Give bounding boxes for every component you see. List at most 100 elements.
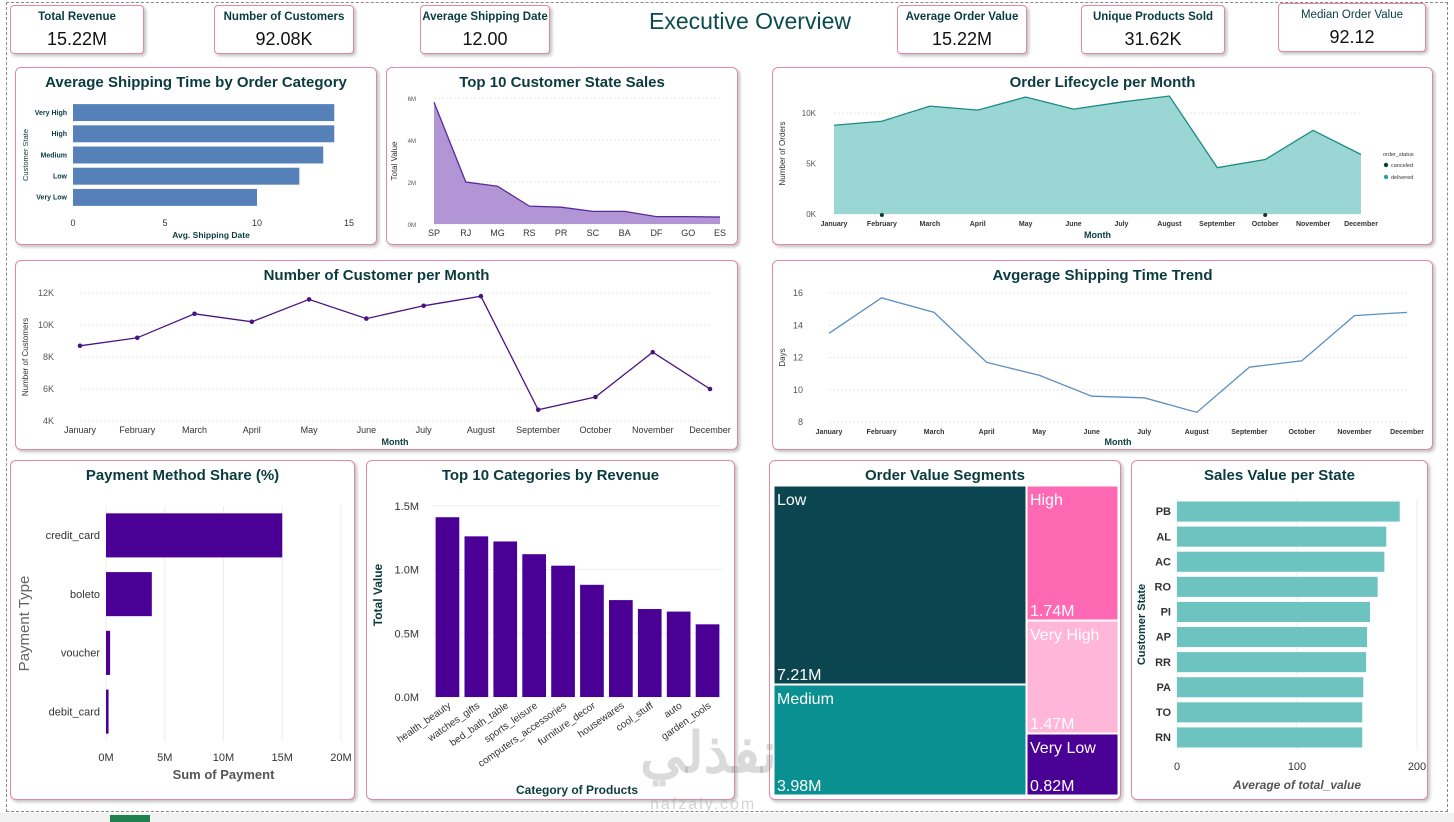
kpi-label: Unique Products Sold (1092, 11, 1214, 23)
bar (666, 611, 691, 697)
data-point (192, 311, 197, 317)
bar (73, 167, 300, 185)
chart-title: Sales Value per State (1204, 467, 1355, 484)
x-tick-label: September (1231, 429, 1267, 436)
data-point (421, 303, 426, 309)
x-tick-label: PR (555, 228, 568, 238)
chart-title: Top 10 Customer State Sales (459, 74, 665, 91)
x-tick-label: March (920, 221, 941, 228)
panel-customers-per-month[interactable]: Number of Customer per Month 4K 6K 8K 10K 12… (15, 260, 738, 450)
chart-avg-shipping-trend: 8 10 12 14 16 January February March April May Jun… (778, 288, 1424, 447)
x-tick-label: October (579, 425, 611, 435)
bar (1177, 576, 1378, 597)
panel-order-value-segments[interactable]: Order Value Segments Low 7.21M Medium 3.98M… (769, 460, 1121, 800)
bar (73, 104, 335, 122)
kpi-value: 31.62K (1124, 29, 1182, 49)
panel-avg-shipping-trend[interactable]: Avgerage Shipping Time Trend 8 10 12 14 16 Ja… (772, 260, 1433, 450)
y-tick-label: 6K (43, 384, 54, 394)
panel-top10-state-sales[interactable]: Top 10 Customer State Sales 0M 2M 4M 6M SP RJ… (386, 67, 738, 245)
x-tick-label: March (182, 425, 207, 435)
series-line (79, 295, 711, 411)
treemap-tile (773, 485, 1027, 685)
x-axis-title: Category of Products (516, 783, 638, 797)
x-tick-label: June (357, 425, 377, 435)
bar (1177, 727, 1363, 748)
kpi-unique-products[interactable]: Unique Products Sold 31.62K (1081, 5, 1225, 54)
treemap-tile (1026, 485, 1119, 621)
y-tick-label: 10 (793, 385, 803, 395)
y-tick-label: 14 (793, 320, 803, 330)
kpi-label: Median Order Value (1300, 9, 1404, 21)
chart-title: Payment Method Share (%) (85, 467, 280, 484)
x-tick-label: July (1137, 429, 1151, 436)
treemap-value: 1.47M (1030, 716, 1074, 733)
panel-order-lifecycle[interactable]: Order Lifecycle per Month 0K 5K 10K January… (772, 67, 1433, 245)
y-tick-label: 4M (408, 139, 416, 145)
category-label: AC (1155, 556, 1171, 568)
kpi-number-of-customers[interactable]: Number of Customers 92.08K (214, 5, 354, 54)
kpi-average-order-value[interactable]: Average Order Value 15.22M (897, 5, 1027, 54)
page-tab[interactable] (110, 815, 150, 822)
category-label: RN (1155, 732, 1171, 744)
kpi-value: 12.00 (462, 29, 508, 49)
bar (106, 572, 152, 617)
x-tick-label: May (1019, 221, 1033, 228)
x-axis-title: Average of total_value (1232, 778, 1361, 792)
x-tick-label: 0M (98, 752, 113, 764)
chart-top10-categories: 0.0M0.5M1.0M1.5Mhealth_beautywatches_gif… (371, 501, 722, 797)
category-label: Medium (41, 152, 67, 159)
category-label: PA (1157, 682, 1172, 694)
x-tick-label: May (1032, 429, 1046, 436)
x-tick-label: 15 (344, 218, 354, 228)
kpi-label: Number of Customers (223, 11, 345, 23)
bar (435, 517, 460, 697)
data-point (1263, 213, 1268, 217)
kpi-median-order-value[interactable]: Median Order Value 92.12 (1278, 3, 1426, 52)
data-point (478, 293, 484, 299)
bar (106, 630, 111, 675)
legend-title: order_status (1383, 152, 1414, 158)
data-point (77, 343, 83, 349)
x-tick-label: June (1084, 429, 1100, 436)
y-tick-label: 10K (38, 320, 54, 330)
kpi-total-revenue[interactable]: Total Revenue 15.22M (10, 5, 144, 54)
x-tick-label: September (1199, 221, 1235, 228)
watermark-arabic: نفذلي (640, 721, 778, 784)
x-tick-label: June (1065, 221, 1081, 228)
category-label: AL (1156, 531, 1171, 543)
panel-avg-shipping-category[interactable]: Average Shipping Time by Order Category … (15, 67, 377, 245)
panel-payment-share[interactable]: Payment Method Share (%) 0M 5M 10M 15M 20M cr… (10, 460, 355, 800)
x-tick-label: April (970, 221, 986, 228)
panel-top10-categories[interactable]: Top 10 Categories by Revenue 0.0M 0.5M 1.0… (366, 460, 735, 800)
chart-sales-per-state: 0 100 200 PB AL AC RO PI AP RR PA TO RN Average of to… (1136, 499, 1426, 792)
bar (1177, 702, 1363, 723)
x-tick-label: 0 (70, 218, 75, 228)
panel-sales-per-state[interactable]: Sales Value per State 0 100 200 PB AL AC RO PI A… (1131, 460, 1428, 800)
legend-label: canceled (1391, 163, 1413, 169)
y-tick-label: 1.5M (395, 501, 419, 513)
treemap-tile (773, 684, 1027, 796)
y-tick-label: 5K (806, 160, 816, 169)
x-tick-label: 200 (1408, 761, 1426, 773)
category-label: High (51, 131, 67, 138)
category-label: TO (1156, 707, 1172, 719)
bar (464, 536, 489, 697)
x-tick-label: August (1185, 429, 1210, 436)
x-tick-label: February (867, 221, 897, 228)
bar (609, 600, 633, 697)
watermark-latin: nafzaly.com (650, 796, 757, 813)
y-tick-label: 12 (793, 353, 803, 363)
data-point (134, 335, 140, 341)
chart-title: Order Value Segments (864, 467, 1026, 484)
series-line (828, 297, 1408, 414)
bar (1177, 526, 1387, 547)
x-tick-label: 20M (330, 752, 351, 764)
category-label: credit_card (46, 530, 100, 542)
chart-order-value-segments: Low 7.21M Medium 3.98M High 1.74M Very High 1.4… (773, 485, 1119, 796)
y-tick-label: 16 (793, 288, 803, 298)
x-tick-label: February (867, 429, 897, 436)
page-tab-bar (0, 813, 1454, 822)
kpi-average-shipping[interactable]: Average Shipping Date 12.00 (420, 5, 550, 54)
bar (73, 188, 257, 206)
